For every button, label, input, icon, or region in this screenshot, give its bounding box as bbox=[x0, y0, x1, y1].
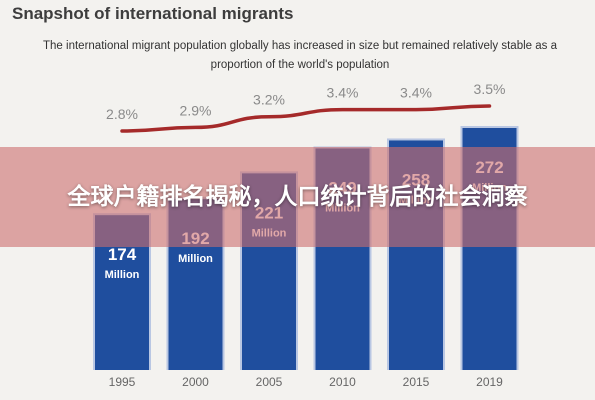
percent-line bbox=[120, 104, 492, 133]
bar-value-label: 174 bbox=[108, 245, 137, 264]
x-tick-label: 2005 bbox=[256, 375, 283, 389]
x-tick-label: 1995 bbox=[109, 375, 136, 389]
x-tick-label: 2000 bbox=[182, 375, 209, 389]
percent-label: 3.4% bbox=[400, 85, 432, 101]
headline-text: 全球户籍排名揭秘，人口统计背后的社会洞察 bbox=[67, 184, 528, 210]
headline-banner: 全球户籍排名揭秘，人口统计背后的社会洞察 bbox=[0, 147, 595, 247]
percent-label: 3.4% bbox=[327, 85, 359, 101]
chart-subtitle: The international migrant population glo… bbox=[43, 40, 557, 71]
percent-label: 2.9% bbox=[180, 102, 212, 118]
bar-unit-label: Million bbox=[178, 253, 213, 265]
x-tick-label: 2010 bbox=[329, 375, 356, 389]
x-tick-label: 2015 bbox=[403, 375, 430, 389]
x-tick-label: 2019 bbox=[476, 375, 503, 389]
bar-unit-label: Million bbox=[105, 269, 140, 281]
percent-label: 3.5% bbox=[474, 81, 506, 97]
chart-title: Snapshot of international migrants bbox=[12, 4, 294, 23]
percent-label: 3.2% bbox=[253, 92, 285, 108]
percent-label: 2.8% bbox=[106, 106, 138, 122]
